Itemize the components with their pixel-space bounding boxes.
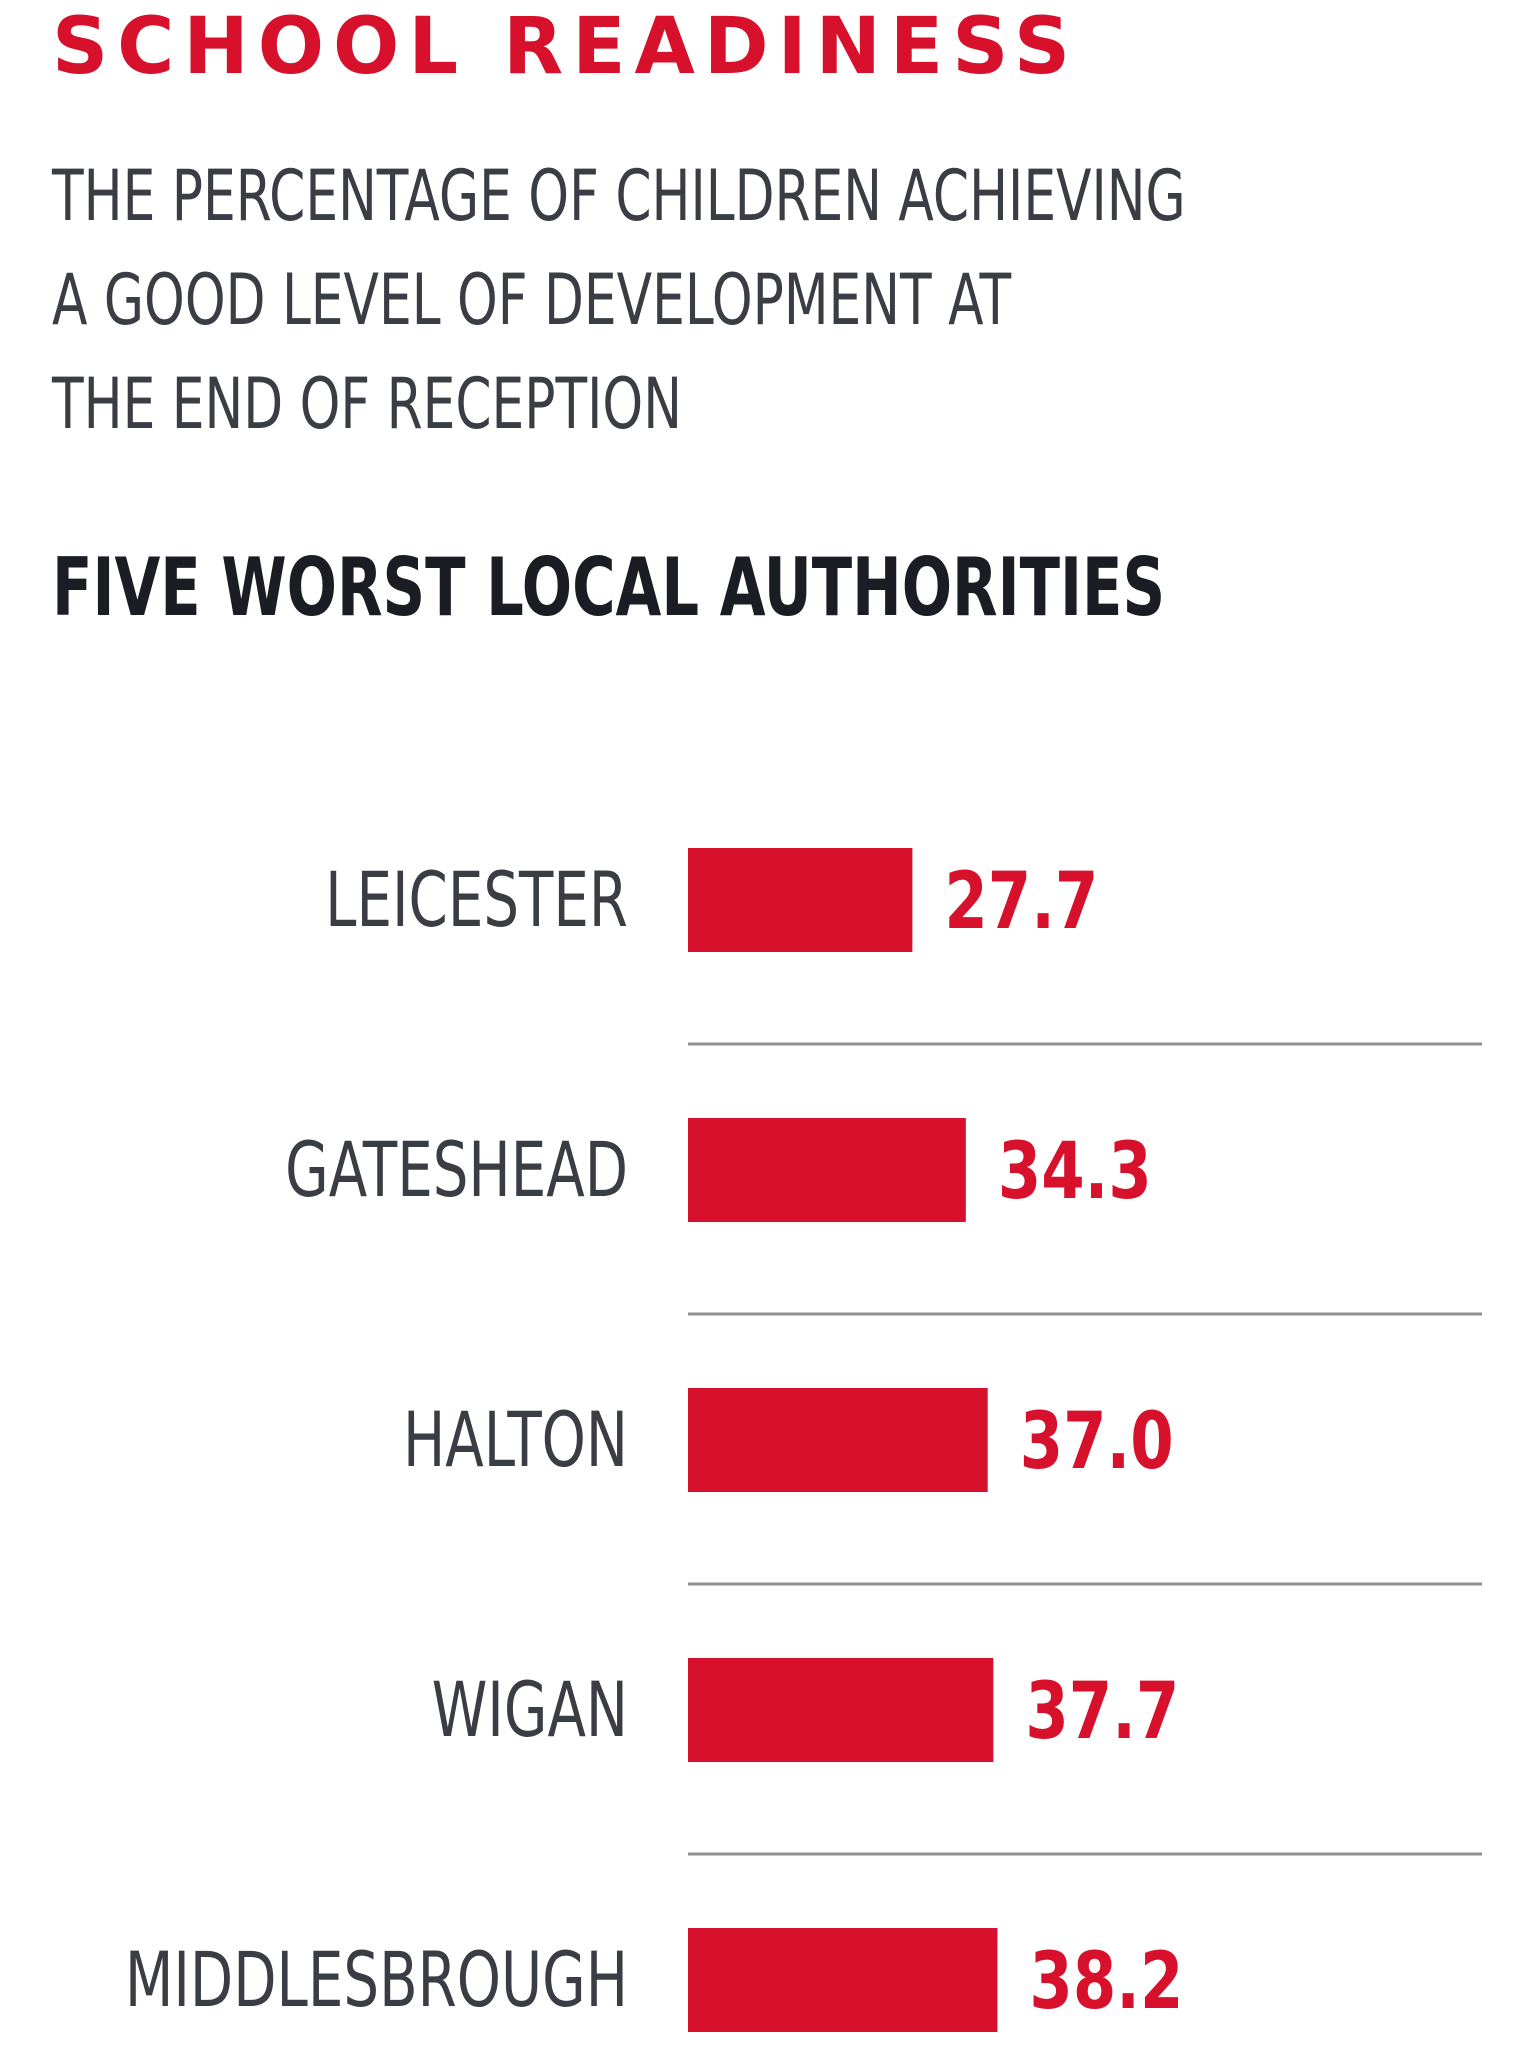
section-heading: FIVE WORST LOCAL AUTHORITIES bbox=[52, 541, 1166, 634]
category-label-group: WIGAN bbox=[432, 1666, 628, 1755]
value-label: 37.0 bbox=[1020, 1395, 1174, 1487]
subtitle-line: THE END OF RECEPTION bbox=[52, 363, 682, 445]
category-label-group: HALTON bbox=[403, 1396, 628, 1485]
category-label-group: LEICESTER bbox=[325, 856, 628, 945]
value-label-group: 38.2 bbox=[1029, 1935, 1183, 2027]
value-label-group: 37.0 bbox=[1020, 1395, 1174, 1487]
value-label-group: 37.7 bbox=[1025, 1665, 1179, 1757]
category-label: WIGAN bbox=[432, 1666, 628, 1755]
bar bbox=[688, 848, 913, 952]
bar bbox=[688, 1388, 988, 1492]
bar bbox=[688, 1928, 998, 2032]
subtitle-line: THE PERCENTAGE OF CHILDREN ACHIEVING bbox=[52, 155, 1186, 237]
chart-subtitle: THE PERCENTAGE OF CHILDREN ACHIEVING A G… bbox=[52, 144, 1186, 456]
value-label: 38.2 bbox=[1029, 1935, 1183, 2027]
bar bbox=[688, 1658, 994, 1762]
category-label: MIDDLESBROUGH bbox=[125, 1936, 628, 2025]
value-label-group: 27.7 bbox=[944, 855, 1098, 947]
value-label: 34.3 bbox=[998, 1125, 1152, 1217]
value-label: 37.7 bbox=[1025, 1665, 1179, 1757]
chart-title: SCHOOL READINESS bbox=[52, 2, 1080, 92]
category-label: LEICESTER bbox=[325, 856, 628, 945]
value-label: 27.7 bbox=[944, 855, 1098, 947]
category-label-group: GATESHEAD bbox=[285, 1126, 628, 1215]
subtitle-line: A GOOD LEVEL OF DEVELOPMENT AT bbox=[52, 259, 1012, 341]
value-label-group: 34.3 bbox=[998, 1125, 1152, 1217]
category-label-group: MIDDLESBROUGH bbox=[125, 1936, 628, 2025]
category-label: GATESHEAD bbox=[285, 1126, 628, 1215]
category-label: HALTON bbox=[403, 1396, 628, 1485]
bar bbox=[688, 1118, 966, 1222]
